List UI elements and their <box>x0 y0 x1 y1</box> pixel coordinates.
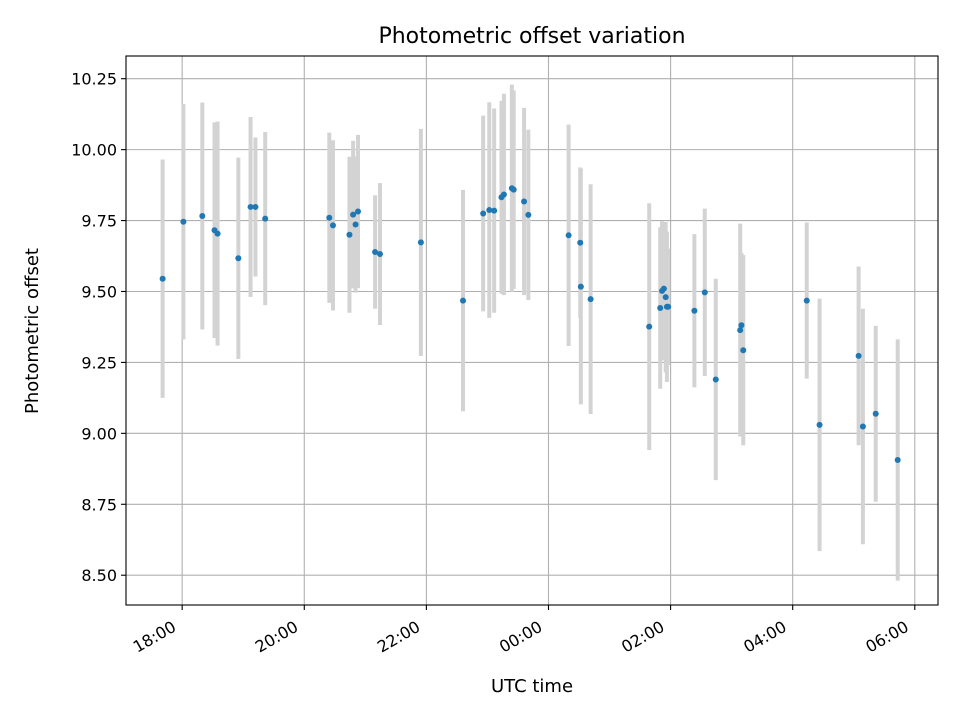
y-tick-label: 9.25 <box>81 353 117 372</box>
grid <box>126 56 938 605</box>
data-point <box>247 203 254 210</box>
data-point <box>894 457 901 464</box>
data-point <box>180 218 187 225</box>
data-point <box>740 347 747 354</box>
data-point <box>662 294 669 301</box>
y-tick-label: 9.50 <box>81 282 117 301</box>
data-point <box>262 215 269 222</box>
data-point <box>525 211 532 218</box>
y-tick-label: 8.75 <box>81 495 117 514</box>
data-point <box>712 376 719 383</box>
data-point <box>521 198 528 205</box>
data-point <box>214 230 221 237</box>
y-tick-label: 10.25 <box>71 70 117 89</box>
y-axis-ticks: 8.50 8.75 9.00 9.25 9.50 9.75 10.00 10.25 <box>71 70 126 585</box>
plot-frame <box>125 55 939 606</box>
data-point <box>691 307 698 314</box>
data-point <box>326 214 333 221</box>
data-point <box>417 239 424 246</box>
data-point <box>855 352 862 359</box>
data-point <box>346 231 353 238</box>
data-point <box>577 283 584 290</box>
data-point <box>872 410 879 417</box>
data-point <box>587 296 594 303</box>
data-point <box>480 210 487 217</box>
data-point <box>577 239 584 246</box>
data-point <box>665 303 672 310</box>
y-tick-label: 8.50 <box>81 566 117 585</box>
data-point <box>565 232 572 239</box>
data-point <box>355 208 361 215</box>
data-point <box>738 322 745 329</box>
data-point <box>816 421 823 428</box>
data-point <box>803 297 810 304</box>
data-point <box>376 251 383 258</box>
x-axis-label: UTC time <box>491 676 573 697</box>
data-point <box>372 249 379 256</box>
data-point <box>159 275 166 282</box>
data-point <box>646 323 653 330</box>
data-point <box>252 203 259 210</box>
data-point <box>329 222 336 229</box>
data-point <box>859 423 866 430</box>
data-point <box>510 186 517 193</box>
y-tick-label: 9.75 <box>81 212 117 231</box>
chart-title: Photometric offset variation <box>378 24 685 49</box>
data-point <box>486 207 493 214</box>
data-point <box>235 255 242 262</box>
y-tick-label: 9.00 <box>81 424 117 443</box>
data-point <box>460 297 467 304</box>
data-point <box>737 327 744 334</box>
y-axis-label: Photometric offset <box>22 248 43 414</box>
data-point <box>500 191 507 198</box>
data-points <box>159 185 901 464</box>
data-point <box>657 304 664 311</box>
data-point <box>701 289 708 296</box>
data-point <box>491 207 498 214</box>
data-point <box>199 213 206 220</box>
data-point <box>352 221 359 228</box>
y-tick-label: 10.00 <box>71 141 117 160</box>
data-point <box>350 211 357 218</box>
plot-area <box>126 56 938 605</box>
data-point <box>660 285 667 292</box>
